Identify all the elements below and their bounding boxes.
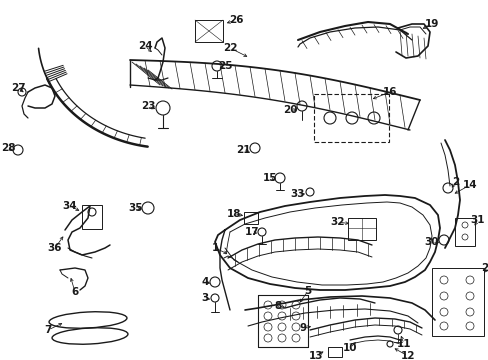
Text: 27: 27 (11, 83, 25, 93)
Bar (195, 20, 223, 42)
Text: 31: 31 (470, 215, 484, 225)
Text: 34: 34 (62, 201, 77, 211)
Text: 15: 15 (262, 173, 277, 183)
Text: 8: 8 (274, 301, 281, 311)
Bar (347, 218, 375, 240)
Text: 7: 7 (44, 325, 52, 335)
Text: 13: 13 (308, 351, 323, 360)
Text: 1: 1 (211, 243, 218, 253)
Text: 25: 25 (217, 61, 232, 71)
Bar (244, 212, 258, 224)
Text: 32: 32 (330, 217, 345, 227)
Text: 9: 9 (299, 323, 306, 333)
Text: 12: 12 (400, 351, 414, 360)
Text: 23: 23 (141, 101, 155, 111)
Text: 24: 24 (138, 41, 152, 51)
Text: 36: 36 (48, 243, 62, 253)
Text: 35: 35 (128, 203, 143, 213)
Bar (327, 347, 341, 357)
Text: 6: 6 (71, 287, 79, 297)
Text: 29: 29 (480, 263, 488, 273)
Text: 20: 20 (282, 105, 297, 115)
Text: 21: 21 (235, 145, 250, 155)
Text: 19: 19 (424, 19, 438, 29)
Text: 18: 18 (226, 209, 241, 219)
Text: 22: 22 (223, 43, 237, 53)
Bar (454, 218, 474, 246)
Text: 5: 5 (304, 286, 311, 296)
Text: 2: 2 (451, 177, 459, 187)
Text: 11: 11 (396, 339, 410, 349)
Text: 3: 3 (201, 293, 208, 303)
Text: 26: 26 (228, 15, 243, 25)
Text: 14: 14 (462, 180, 476, 190)
Bar (313, 94, 388, 142)
Text: 17: 17 (244, 227, 259, 237)
Text: 10: 10 (342, 343, 357, 353)
Text: 16: 16 (382, 87, 396, 97)
Text: 33: 33 (290, 189, 305, 199)
Bar (82, 205, 102, 229)
Text: 28: 28 (1, 143, 15, 153)
Text: 4: 4 (201, 277, 208, 287)
Text: 30: 30 (424, 237, 438, 247)
Bar (258, 295, 307, 347)
Bar (431, 268, 483, 336)
